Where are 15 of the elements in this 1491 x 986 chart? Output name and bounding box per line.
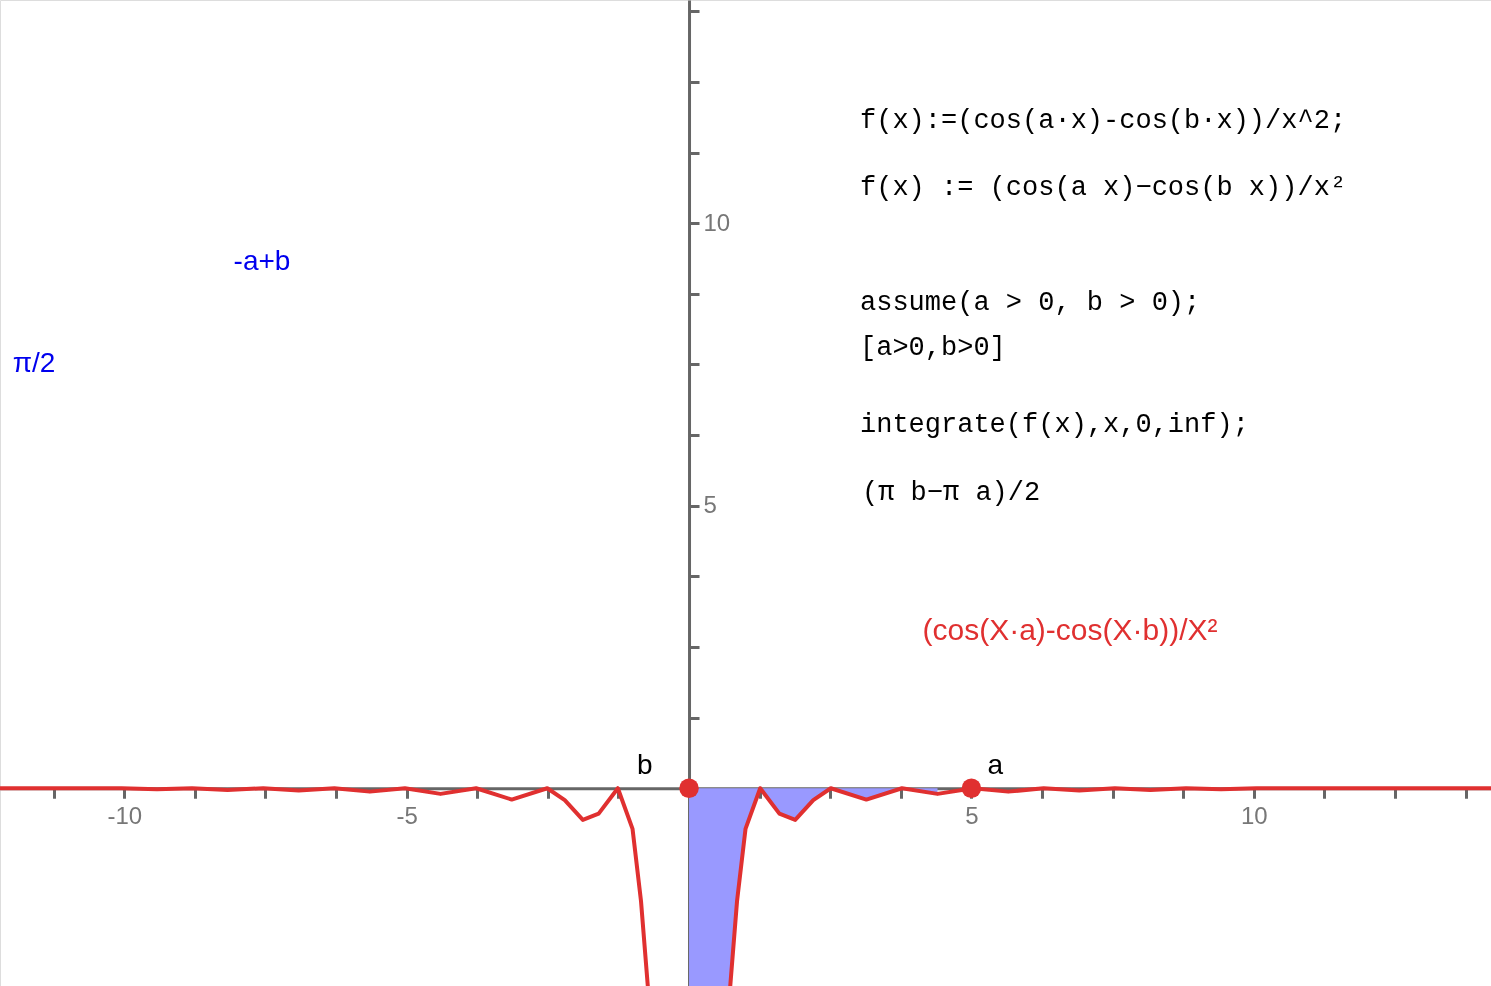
annotation: b — [637, 749, 653, 781]
annotation: f(x):=(cos(a·x)-cos(b·x))/x^2; — [860, 106, 1347, 136]
annotation: assume(a > 0, b > 0); — [860, 288, 1201, 318]
x-tick-label: -5 — [396, 801, 418, 829]
x-tick-label: 5 — [965, 801, 979, 829]
annotation: f(x) := (cos(a x)−cos(b x))/x² — [860, 173, 1347, 203]
annotation: integrate(f(x),x,0,inf); — [860, 410, 1249, 440]
x-tick-label: 10 — [1240, 801, 1268, 829]
annotation: -a+b — [233, 245, 291, 276]
annotation: π/2 — [12, 347, 56, 378]
annotation: [a>0,b>0] — [860, 333, 1006, 363]
x-tick-label: -10 — [107, 801, 143, 829]
annotation: (π b−π a)/2 — [862, 478, 1041, 508]
annotation: (cos(X·a)-cos(X·b))/X² — [922, 613, 1218, 646]
annotation: a — [987, 749, 1004, 781]
